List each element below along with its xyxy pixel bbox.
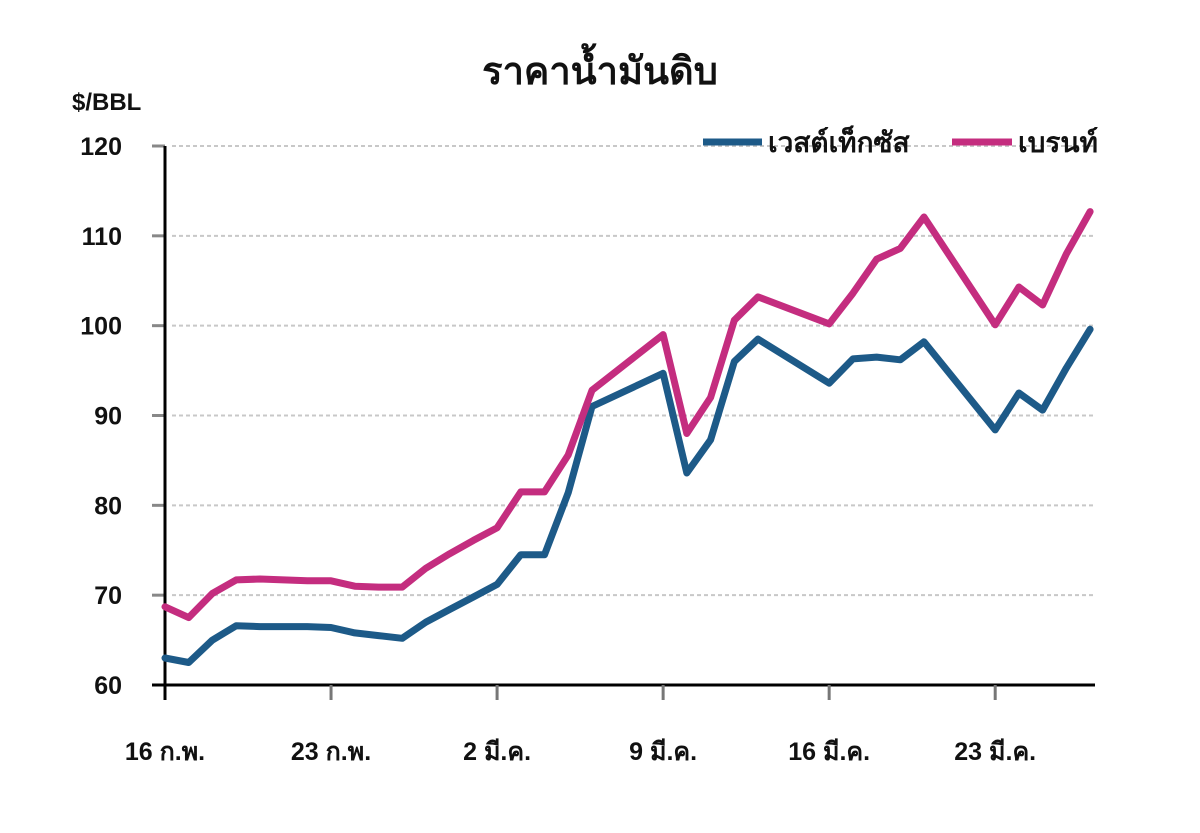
y-tick-label: 70 xyxy=(94,582,122,610)
legend-label-wti: เวสต์เท็กซัส xyxy=(768,125,911,158)
legend-item-brent: เบรนท์ xyxy=(952,127,1098,158)
series-line-wti xyxy=(161,325,1094,666)
legend-item-wti: เวสต์เท็กซัส xyxy=(703,125,911,158)
x-tick-label: 23 มี.ค. xyxy=(954,738,1036,766)
x-tick-label: 16 ก.พ. xyxy=(125,738,205,766)
y-tick-label: 120 xyxy=(80,133,122,161)
legend-label-brent: เบรนท์ xyxy=(1018,127,1098,158)
y-tick-label: 90 xyxy=(94,403,122,431)
y-axis-unit-label: $/BBL xyxy=(72,89,141,116)
y-tick-label: 100 xyxy=(80,313,122,341)
series-line-brent xyxy=(161,208,1094,622)
x-tick-label: 16 มี.ค. xyxy=(788,738,870,766)
axes xyxy=(152,146,1095,700)
legend: เวสต์เท็กซัส เบรนท์ xyxy=(703,125,1098,158)
x-tick-label: 23 ก.พ. xyxy=(291,738,371,766)
chart-title: ราคาน้ำมันดิบ xyxy=(482,43,718,93)
x-axis-ticks: 16 ก.พ. 23 ก.พ. 2 มี.ค. 9 มี.ค. 16 มี.ค. 23 ม… xyxy=(125,685,1036,766)
series-lines xyxy=(161,208,1094,666)
y-tick-label: 60 xyxy=(94,672,122,700)
y-axis-ticks: 60 70 80 90 100 110 120 xyxy=(80,133,165,700)
y-tick-label: 80 xyxy=(94,492,122,520)
gridlines xyxy=(172,145,1095,597)
x-tick-label: 9 มี.ค. xyxy=(629,738,697,766)
y-tick-label: 110 xyxy=(82,223,122,251)
x-tick-label: 2 มี.ค. xyxy=(463,738,531,766)
